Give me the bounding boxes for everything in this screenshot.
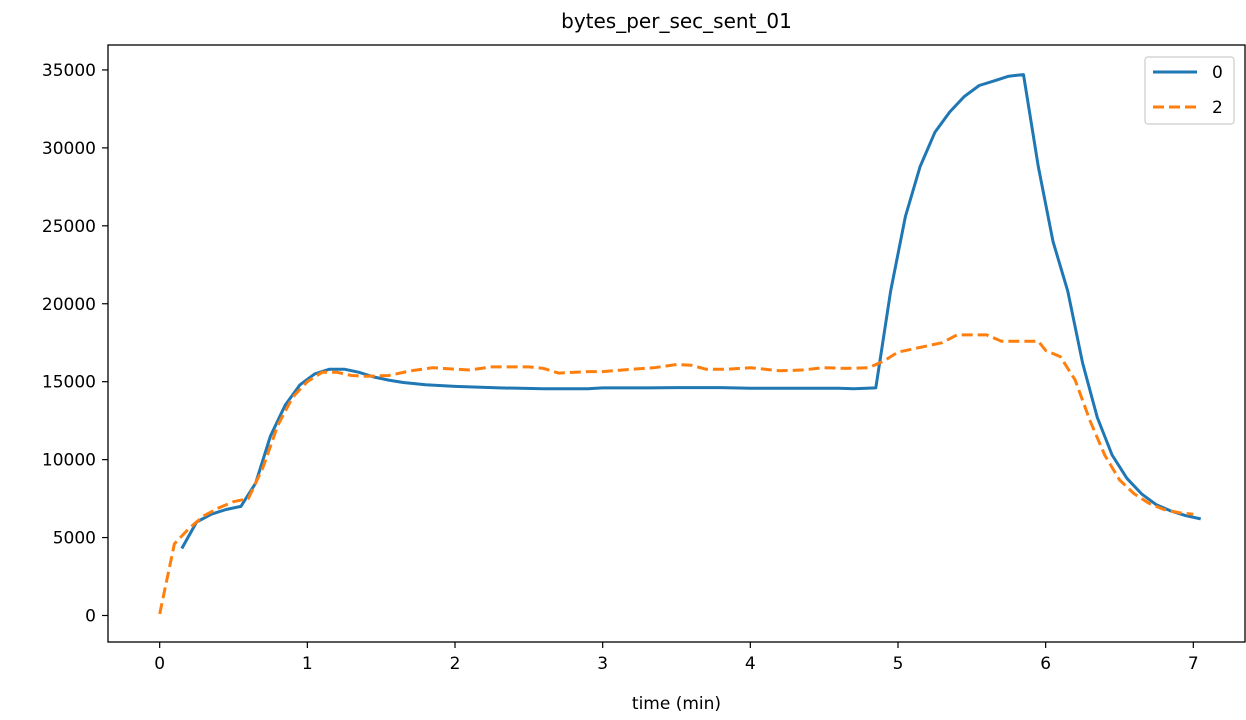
- y-tick-label: 15000: [42, 373, 96, 393]
- x-axis: 0 1 2 3 4 5 6 7: [154, 642, 1199, 674]
- x-axis-label: time (min): [632, 694, 721, 714]
- y-axis: 0 5000 10000 15000 20000 25000 30000 35000: [42, 61, 108, 627]
- x-tick-label: 3: [597, 654, 608, 674]
- x-tick-label: 1: [302, 654, 313, 674]
- y-tick-label: 0: [85, 607, 96, 627]
- x-tick-label: 7: [1188, 654, 1199, 674]
- chart-title: bytes_per_sec_sent_01: [561, 9, 792, 33]
- x-tick-label: 0: [154, 654, 165, 674]
- x-tick-label: 2: [450, 654, 461, 674]
- x-tick-label: 4: [745, 654, 756, 674]
- y-tick-label: 20000: [42, 295, 96, 315]
- y-tick-label: 30000: [42, 139, 96, 159]
- legend-box: [1144, 56, 1235, 125]
- series-line-2: [158, 333, 1194, 615]
- legend-label-2: 2: [1212, 98, 1223, 118]
- legend: 02: [1144, 56, 1235, 125]
- plot-area: 0 1 2 3 4 5 6 7 0 5000 10000 15000 20000 25000 30000 3…: [42, 44, 1246, 674]
- y-tick-label: 10000: [42, 451, 96, 471]
- legend-label-0: 0: [1212, 63, 1223, 83]
- y-tick-label: 25000: [42, 217, 96, 237]
- plot-frame: [107, 44, 1246, 643]
- x-tick-label: 6: [1040, 654, 1051, 674]
- x-tick-label: 5: [893, 654, 904, 674]
- series-line-0: [180, 73, 1202, 550]
- y-tick-label: 35000: [42, 61, 96, 81]
- series-layer: [158, 73, 1202, 615]
- y-tick-label: 5000: [53, 529, 96, 549]
